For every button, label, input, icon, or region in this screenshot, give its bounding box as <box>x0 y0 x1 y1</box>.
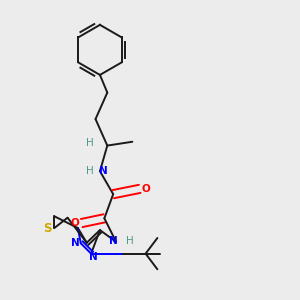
Text: O: O <box>142 184 151 194</box>
Text: S: S <box>44 221 52 235</box>
Text: H: H <box>126 236 134 246</box>
Text: H: H <box>86 166 94 176</box>
Text: N: N <box>71 238 80 248</box>
Text: N: N <box>109 236 118 246</box>
Text: O: O <box>71 218 80 228</box>
Text: N: N <box>99 166 108 176</box>
Text: H: H <box>86 138 94 148</box>
Text: N: N <box>89 252 98 262</box>
